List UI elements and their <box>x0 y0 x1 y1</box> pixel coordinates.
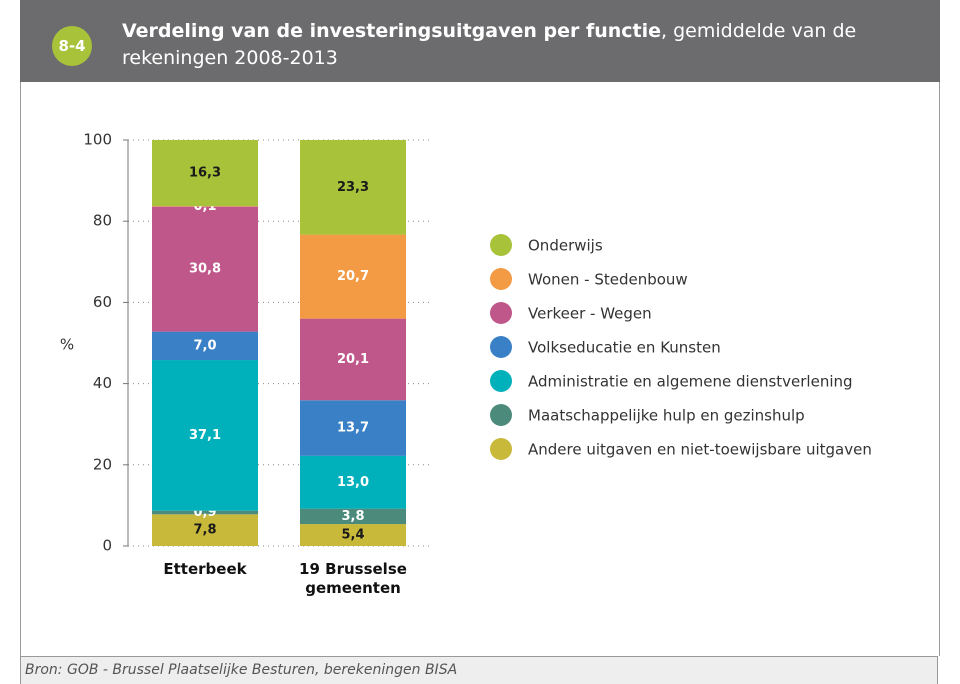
x-tick-label: Etterbeek <box>163 560 247 578</box>
bar-segment <box>300 318 406 401</box>
data-label: 7,0 <box>193 338 216 353</box>
footer: Bron: GOB - Brussel Plaatselijke Besture… <box>20 656 938 684</box>
chart-subtitle: , gemiddelde van de rekeningen 2008-2013 <box>122 20 857 69</box>
y-tick-label: 40 <box>93 374 112 392</box>
bar-segment <box>300 524 406 546</box>
chart-title: Verdeling van de investeringsuitgaven pe… <box>122 20 662 42</box>
data-label: 13,7 <box>337 421 369 436</box>
legend-swatch <box>490 234 512 256</box>
legend-swatch <box>490 336 512 358</box>
bar-segment <box>152 331 258 361</box>
x-tick-label: 19 Brusselse gemeenten <box>299 560 407 597</box>
bar-segment <box>300 455 406 509</box>
legend-label: Verkeer - Wegen <box>528 305 652 323</box>
data-label: 13,0 <box>337 475 369 490</box>
legend-label: Andere uitgaven en niet-toewijsbare uitg… <box>528 441 872 459</box>
bar-segment <box>300 508 406 525</box>
header <box>20 0 940 82</box>
panel <box>20 82 940 656</box>
data-label: 16,3 <box>189 166 221 181</box>
legend-swatch <box>490 268 512 290</box>
y-tick-label: 0 <box>102 537 112 555</box>
legend-label: Maatschappelijke hulp en gezinshulp <box>528 407 805 425</box>
legend-label: Onderwijs <box>528 237 603 255</box>
y-tick-label: 80 <box>93 212 112 230</box>
data-label: 23,3 <box>337 180 369 195</box>
data-label: 20,1 <box>337 352 369 367</box>
legend-label: Volkseducatie en Kunsten <box>528 339 721 357</box>
legend-swatch <box>490 404 512 426</box>
data-label: 3,8 <box>341 509 364 524</box>
bar-segment <box>300 234 406 319</box>
source: Bron: GOB - Brussel Plaatselijke Besture… <box>25 662 458 678</box>
data-label: 30,8 <box>189 262 221 277</box>
title-block: Verdeling van de investeringsuitgaven pe… <box>122 18 902 72</box>
bar-segment <box>152 510 258 515</box>
data-label: 7,8 <box>193 523 216 538</box>
bar-segment <box>300 400 406 456</box>
y-tick-label: 20 <box>93 455 112 473</box>
bar-segment <box>152 206 258 332</box>
bar-segment <box>152 514 258 546</box>
data-label: 37,1 <box>189 428 221 443</box>
badge: 8-4 <box>52 26 92 66</box>
legend-label: Wonen - Stedenbouw <box>528 271 688 289</box>
legend-swatch <box>490 438 512 460</box>
legend-label: Administratie en algemene dienstverlenin… <box>528 373 853 391</box>
y-axis-label: % <box>60 336 74 354</box>
legend-swatch <box>490 302 512 324</box>
data-label: 20,7 <box>337 269 369 284</box>
bar-segment <box>300 140 406 235</box>
y-tick-label: 100 <box>83 131 112 149</box>
y-tick-label: 60 <box>93 293 112 311</box>
data-label: 5,4 <box>341 528 364 543</box>
bar-segment <box>152 140 258 207</box>
legend-swatch <box>490 370 512 392</box>
bar-segment <box>152 360 258 511</box>
